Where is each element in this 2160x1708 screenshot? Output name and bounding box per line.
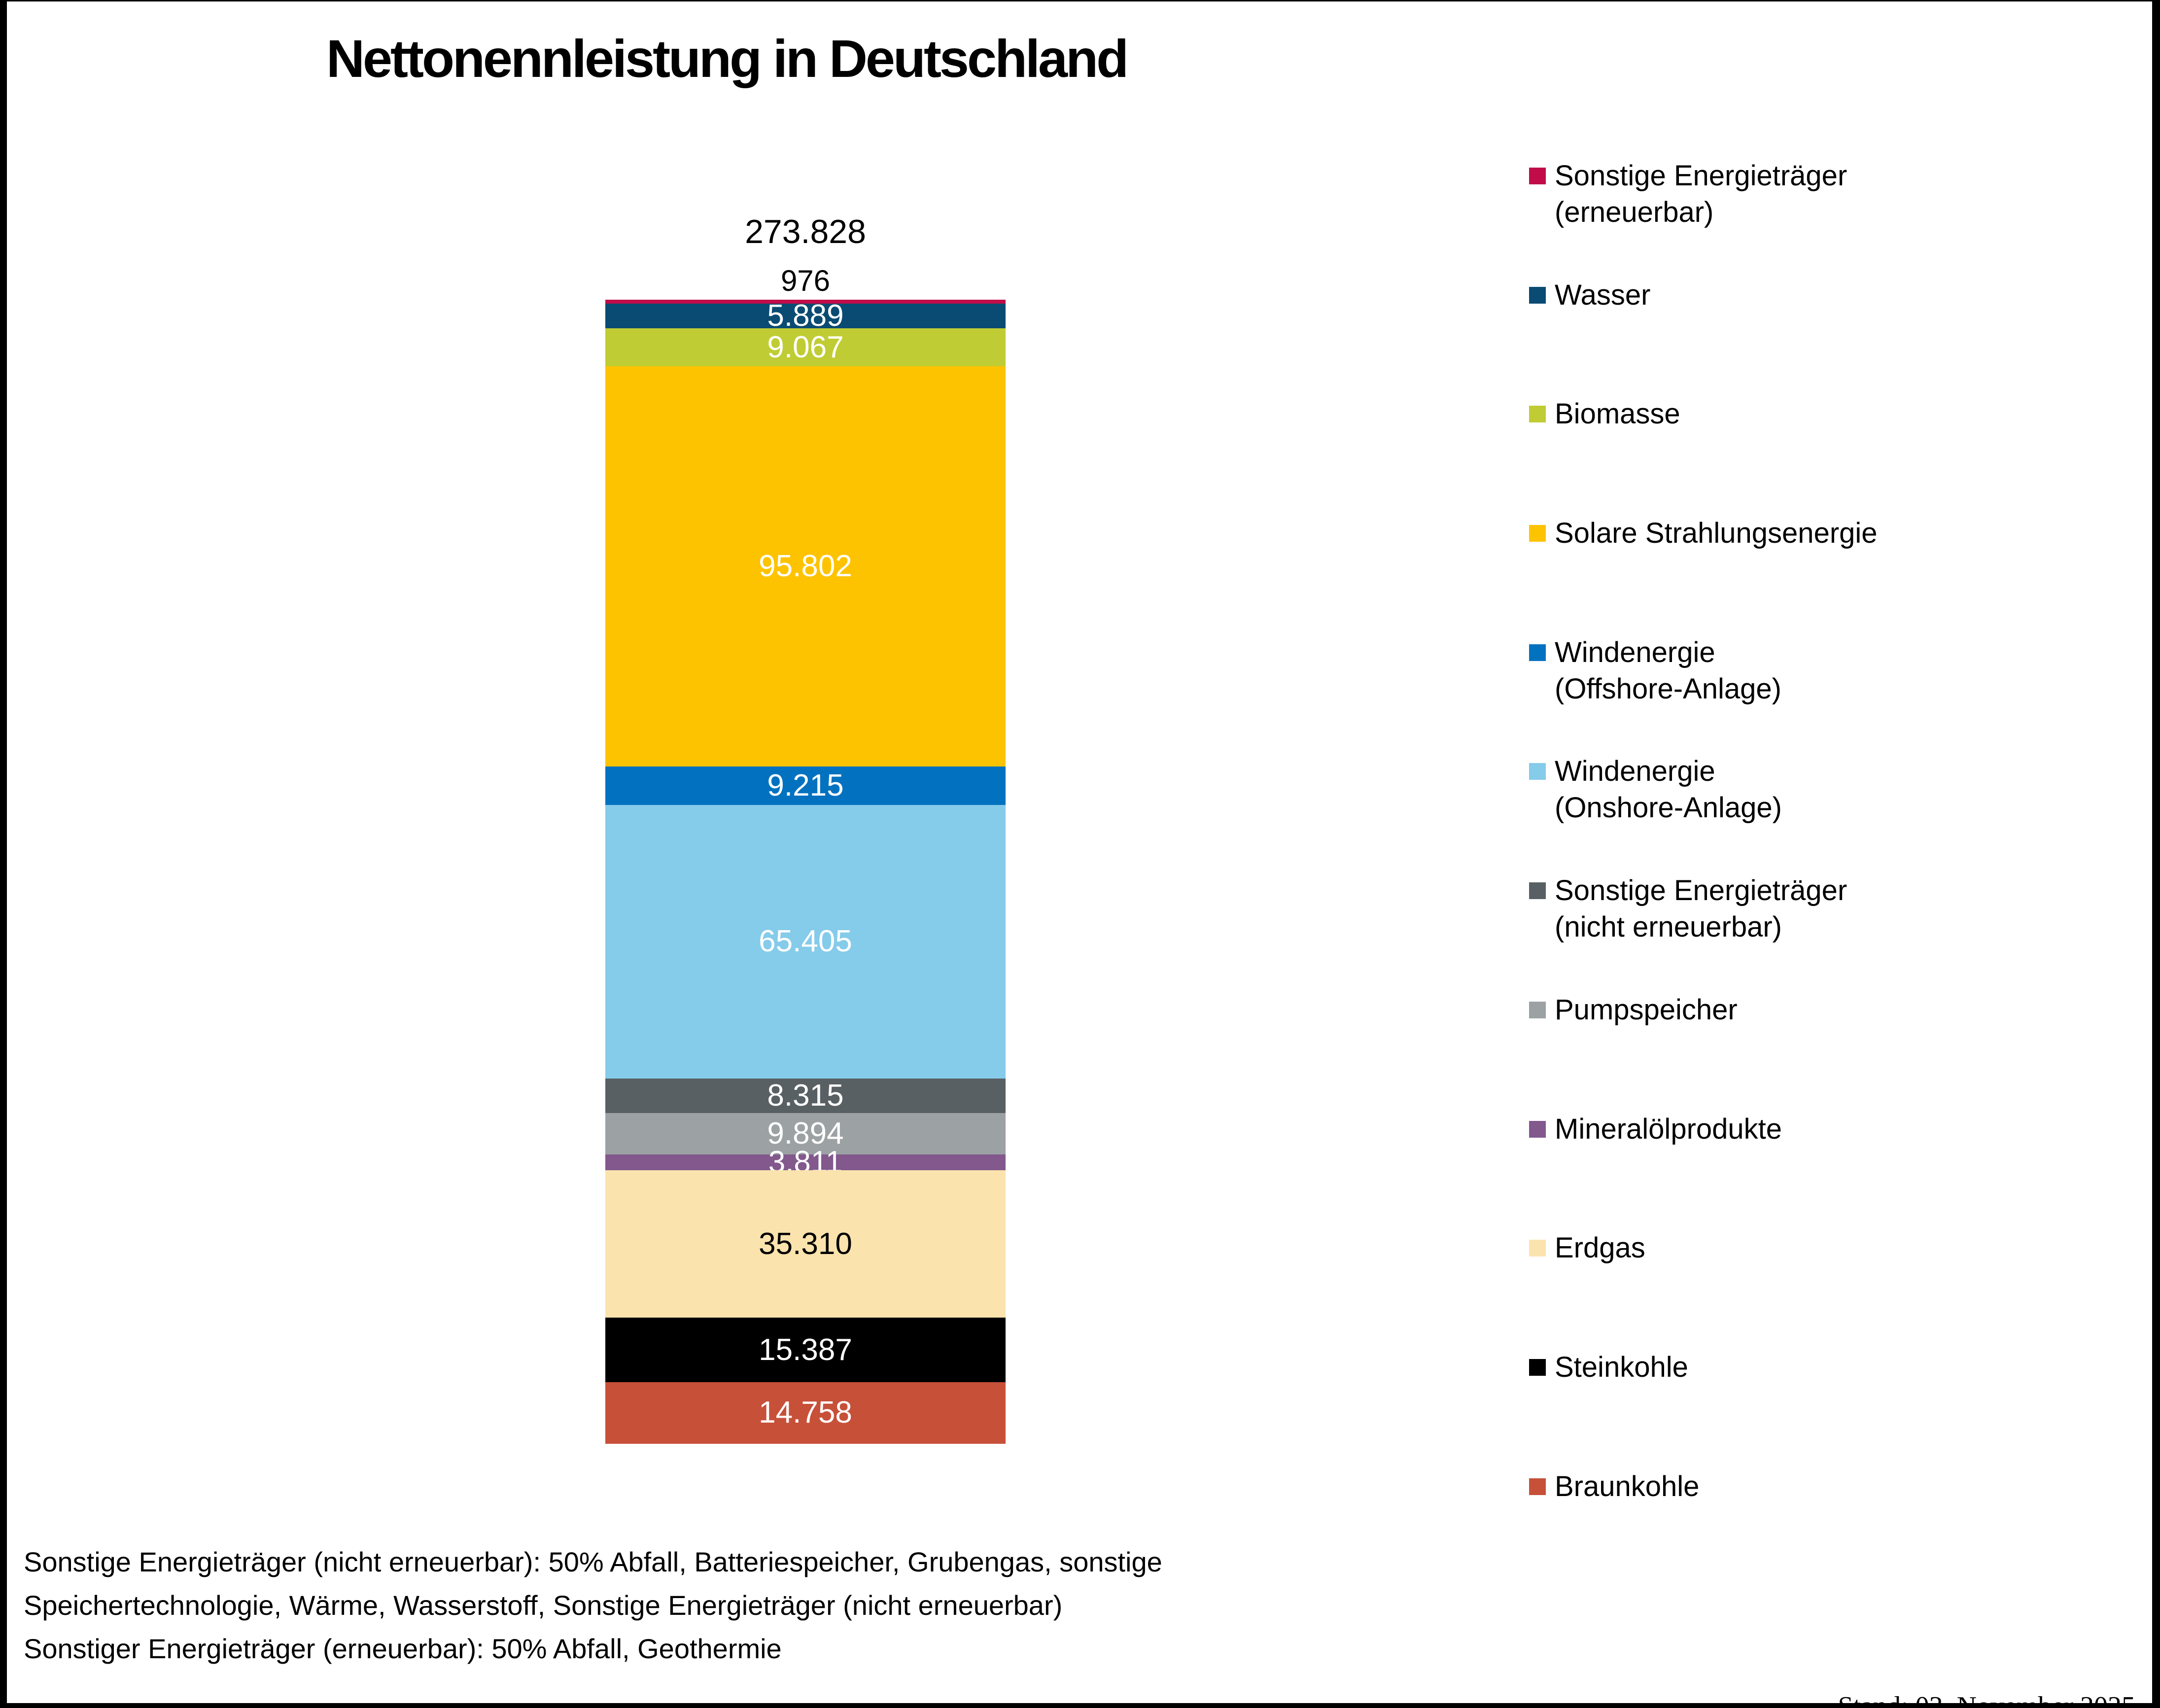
footnote-line-3: Sonstiger Energieträger (erneuerbar): 50… [24,1633,782,1664]
legend-item-pumpspeicher: Pumpspeicher [1529,992,2121,1111]
legend-label-mineraloelprodukte: Mineralölprodukte [1555,1113,1782,1145]
legend: Sonstige Energieträger (erneuerbar) Wasser… [1529,158,2121,1587]
legend-swatch-sonstige-energietraeger-erneuerbar [1529,168,1546,184]
total-value-label: 273.828 [745,213,866,250]
segment-value-label-braunkohle: 14.758 [759,1395,852,1430]
bar-segment-solare-strahlungsenergie: 95.802 [605,366,1006,767]
legend-item-mineraloelprodukte: Mineralölprodukte [1529,1111,2121,1230]
legend-label-sonstige-energietraeger-erneuerbar: Sonstige Energieträger (erneuerbar) [1555,160,1847,228]
bar-segment-biomasse: 9.067 [605,328,1006,367]
page-border-top [0,0,2160,1]
legend-swatch-sonstige-energietraeger-nicht-erneuerbar [1529,882,1546,900]
page-border-bottom [0,1703,2160,1708]
segment-value-label-biomasse: 9.067 [767,330,844,364]
legend-item-windenergie-offshore: Windenergie (Offshore-Anlage) [1529,634,2121,754]
legend-item-biomasse: Biomasse [1529,396,2121,515]
legend-label-erdgas: Erdgas [1555,1232,1645,1264]
stand-date: Stand: 03. November 2025 [1838,1691,2135,1708]
bar-segment-erdgas: 35.310 [605,1170,1006,1318]
legend-label-steinkohle: Steinkohle [1555,1351,1688,1383]
legend-swatch-braunkohle [1529,1478,1546,1495]
legend-swatch-pumpspeicher [1529,1001,1546,1018]
legend-label-windenergie-onshore: Windenergie (Onshore-Anlage) [1555,755,1782,824]
segment-value-label-sonstige-energietraeger-nicht-erneuerbar: 8.315 [767,1078,844,1113]
segment-value-label-windenergie-onshore: 65.405 [759,924,852,959]
legend-item-braunkohle: Braunkohle [1529,1468,2121,1588]
legend-label-pumpspeicher: Pumpspeicher [1555,993,1738,1026]
segment-value-label-pumpspeicher: 9.894 [767,1116,844,1150]
segment-value-label-erdgas: 35.310 [759,1226,852,1261]
bar-segment-windenergie-onshore: 65.405 [605,805,1006,1079]
legend-item-erdgas: Erdgas [1529,1230,2121,1349]
footnote-line-1: Sonstige Energieträger (nicht erneuerbar… [24,1546,1162,1577]
legend-item-steinkohle: Steinkohle [1529,1349,2121,1468]
legend-swatch-windenergie-onshore [1529,763,1546,780]
legend-item-windenergie-onshore: Windenergie (Onshore-Anlage) [1529,753,2121,872]
bar-segment-mineraloelprodukte: 3.811 [605,1147,1006,1177]
bar-segment-sonstige-energietraeger-erneuerbar [605,300,1006,304]
stacked-bar: 5.889 9.067 95.802 9.215 65.405 8.315 9.894 3.8… [605,300,1006,1444]
legend-swatch-steinkohle [1529,1359,1546,1376]
legend-label-braunkohle: Braunkohle [1555,1470,1700,1502]
legend-item-solare-strahlungsenergie: Solare Strahlungsenergie [1529,515,2121,634]
bar-segment-windenergie-offshore: 9.215 [605,767,1006,805]
legend-swatch-wasser [1529,286,1546,304]
legend-swatch-mineraloelprodukte [1529,1120,1546,1138]
page-border-left [0,0,7,1708]
segment-value-label-solare-strahlungsenergie: 95.802 [759,549,852,584]
legend-swatch-windenergie-offshore [1529,644,1546,661]
legend-label-solare-strahlungsenergie: Solare Strahlungsenergie [1555,517,1878,550]
chart-title: Nettonennleistung in Deutschland [326,29,1129,88]
legend-swatch-biomasse [1529,406,1546,423]
legend-label-wasser: Wasser [1555,279,1651,311]
legend-swatch-solare-strahlungsenergie [1529,525,1546,542]
bar-segment-wasser: 5.889 [605,299,1006,333]
page-border-right [2152,0,2160,1708]
bar-segment-sonstige-energietraeger-nicht-erneuerbar: 8.315 [605,1078,1006,1113]
bar-segment-steinkohle: 15.387 [605,1318,1006,1382]
bar-segment-pumpspeicher: 9.894 [605,1113,1006,1154]
segment-value-label-steinkohle: 15.387 [759,1332,852,1367]
bar-segment-braunkohle: 14.758 [605,1382,1006,1444]
legend-label-biomasse: Biomasse [1555,398,1680,430]
segment-value-label-windenergie-offshore: 9.215 [767,768,844,803]
segment-value-label-wasser: 5.889 [767,299,844,333]
legend-item-wasser: Wasser [1529,277,2121,396]
legend-item-sonstige-energietraeger-nicht-erneuerbar: Sonstige Energieträger (nicht erneuerbar) [1529,872,2121,992]
legend-label-sonstige-energietraeger-nicht-erneuerbar: Sonstige Energieträger (nicht erneuerbar) [1555,874,1847,943]
source-block: Stand: 03. November 2025 Quelle: Monitor… [1582,1618,2135,1708]
footnote-line-2: Speichertechnologie, Wärme, Wasserstoff,… [24,1590,1063,1621]
outside-segment-value-label: 976 [780,264,831,297]
footnotes: Sonstige Energieträger (nicht erneuerbar… [24,1540,1162,1671]
legend-swatch-erdgas [1529,1240,1546,1257]
legend-item-sonstige-energietraeger-erneuerbar: Sonstige Energieträger (erneuerbar) [1529,158,2121,277]
legend-label-windenergie-offshore: Windenergie (Offshore-Anlage) [1555,636,1781,705]
